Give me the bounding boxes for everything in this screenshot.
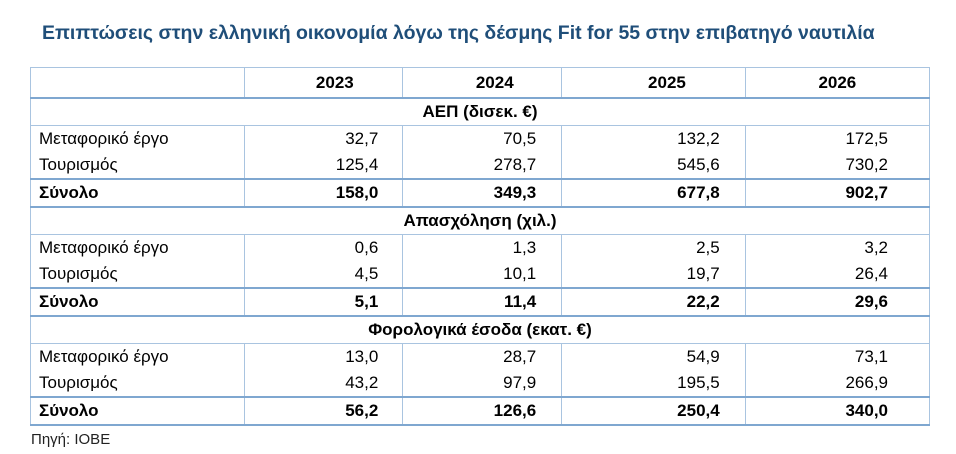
table-body: 2023 2024 2025 2026 ΑΕΠ (δισεκ. €) Μεταφο… (29, 67, 931, 426)
column-header-2026: 2026 (744, 67, 931, 99)
table-cell: 13,0 (244, 343, 404, 370)
row-label: Τουρισμός (29, 261, 246, 288)
total-cell: 902,7 (744, 178, 931, 208)
table-row: Μεταφορικό έργο 32,7 70,5 132,2 172,5 (29, 125, 931, 152)
table-cell: 545,6 (561, 152, 746, 179)
table-row: Μεταφορικό έργο 13,0 28,7 54,9 73,1 (29, 343, 931, 370)
column-header-2024: 2024 (402, 67, 563, 99)
table-cell: 10,1 (402, 261, 563, 288)
column-header-2023: 2023 (244, 67, 404, 99)
table-row: Τουρισμός 125,4 278,7 545,6 730,2 (29, 152, 931, 179)
total-label: Σύνολο (29, 396, 246, 426)
row-label: Τουρισμός (29, 152, 246, 179)
table-cell: 26,4 (744, 261, 931, 288)
section-heading: ΑΕΠ (δισεκ. €) (30, 97, 930, 126)
table-cell: 172,5 (744, 125, 931, 152)
row-label: Μεταφορικό έργο (29, 343, 246, 370)
row-label: Μεταφορικό έργο (29, 234, 246, 261)
table-cell: 2,5 (561, 234, 746, 261)
table-cell: 19,7 (561, 261, 746, 288)
table-cell: 0,6 (244, 234, 404, 261)
total-cell: 22,2 (561, 287, 746, 317)
table-cell: 73,1 (744, 343, 931, 370)
table-cell: 43,2 (244, 370, 404, 397)
section-heading: Φορολογικά έσοδα (εκατ. €) (30, 315, 930, 344)
total-cell: 340,0 (744, 396, 931, 426)
row-label: Μεταφορικό έργο (29, 125, 246, 152)
total-cell: 158,0 (244, 178, 404, 208)
table-cell: 266,9 (744, 370, 931, 397)
total-cell: 250,4 (561, 396, 746, 426)
table-cell: 54,9 (561, 343, 746, 370)
total-cell: 349,3 (402, 178, 563, 208)
table-row: Τουρισμός 4,5 10,1 19,7 26,4 (29, 261, 931, 288)
total-row: Σύνολο 5,1 11,4 22,2 29,6 (29, 287, 931, 317)
header-row: 2023 2024 2025 2026 (29, 67, 931, 99)
column-header-label (29, 67, 246, 99)
section-heading-row: ΑΕΠ (δισεκ. €) (30, 97, 930, 126)
table-cell: 97,9 (402, 370, 563, 397)
section-heading-row: Απασχόληση (χιλ.) (30, 206, 930, 235)
row-label: Τουρισμός (29, 370, 246, 397)
section-heading: Απασχόληση (χιλ.) (30, 206, 930, 235)
table-title: Επιπτώσεις στην ελληνική οικονομία λόγω … (42, 22, 875, 44)
table-cell: 4,5 (244, 261, 404, 288)
table-cell: 70,5 (402, 125, 563, 152)
total-cell: 677,8 (561, 178, 746, 208)
total-cell: 126,6 (402, 396, 563, 426)
table-cell: 132,2 (561, 125, 746, 152)
table-cell: 1,3 (402, 234, 563, 261)
total-row: Σύνολο 158,0 349,3 677,8 902,7 (29, 178, 931, 208)
table-cell: 278,7 (402, 152, 563, 179)
table-cell: 32,7 (244, 125, 404, 152)
table-cell: 3,2 (744, 234, 931, 261)
section-heading-row: Φορολογικά έσοδα (εκατ. €) (30, 315, 930, 344)
table-cell: 730,2 (744, 152, 931, 179)
table-cell: 195,5 (561, 370, 746, 397)
total-cell: 56,2 (244, 396, 404, 426)
source-note: Πηγή: ΙΟΒΕ (31, 431, 111, 448)
total-row: Σύνολο 56,2 126,6 250,4 340,0 (29, 396, 931, 426)
table-row: Μεταφορικό έργο 0,6 1,3 2,5 3,2 (29, 234, 931, 261)
total-cell: 29,6 (744, 287, 931, 317)
total-label: Σύνολο (29, 287, 246, 317)
total-cell: 11,4 (402, 287, 563, 317)
table-cell: 28,7 (402, 343, 563, 370)
column-header-2025: 2025 (561, 67, 746, 99)
total-label: Σύνολο (29, 178, 246, 208)
table-row: Τουρισμός 43,2 97,9 195,5 266,9 (29, 370, 931, 397)
total-cell: 5,1 (244, 287, 404, 317)
table-cell: 125,4 (244, 152, 404, 179)
data-table: 2023 2024 2025 2026 ΑΕΠ (δισεκ. €) Μεταφο… (29, 67, 931, 426)
